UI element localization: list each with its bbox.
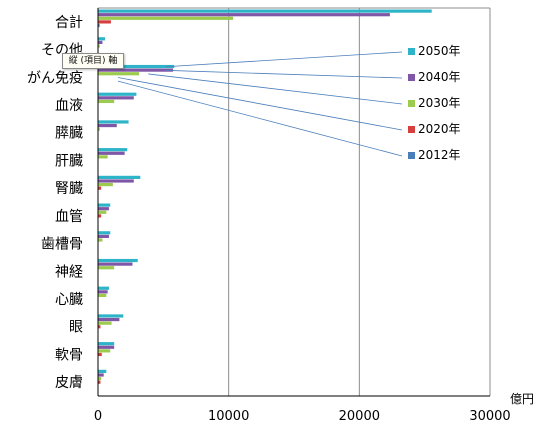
category-label: 血管 <box>55 209 83 225</box>
category-label: がん免疫 <box>27 70 83 86</box>
bar-2030年-血液 <box>98 99 115 104</box>
bar-2020年-合計 <box>98 20 111 24</box>
legend-label: 2040年 <box>418 70 461 84</box>
category-label: 腎臓 <box>55 181 83 197</box>
bar-2050年-がん免疫 <box>98 64 175 69</box>
category-label: 血液 <box>55 98 83 114</box>
bar-2012年-合計 <box>98 23 100 28</box>
bar-2050年-軟骨 <box>98 342 115 346</box>
category-label: 心臓 <box>55 292 83 308</box>
bar-2020年-軟骨 <box>98 352 102 357</box>
x-tick-label: 30000 <box>469 409 510 424</box>
legend: 2050年 2040年 2030年 2020年 2012年 <box>117 44 461 162</box>
bar-2040年-その他 <box>98 40 103 45</box>
bar-2050年-腎臓 <box>98 175 141 179</box>
category-label: 神経 <box>55 264 83 280</box>
legend-label: 2020年 <box>418 122 461 136</box>
bar-2030年-その他 <box>98 44 100 48</box>
bar-2020年-血管 <box>98 214 102 218</box>
bar-2020年-腎臓 <box>98 186 102 190</box>
axis-tooltip: 縦 (項目) 軸 <box>62 53 124 69</box>
bar-2050年-眼 <box>98 314 124 318</box>
x-tick-label: 10000 <box>208 409 249 424</box>
bar-2030年-眼 <box>98 321 112 325</box>
x-tick-label: 20000 <box>339 409 380 424</box>
legend-swatch <box>408 48 415 55</box>
bar-2050年-皮膚 <box>98 369 107 373</box>
legend-leader-line <box>165 69 403 79</box>
bar-2030年-合計 <box>98 16 234 20</box>
bar-2040年-歯槽骨 <box>98 234 109 239</box>
bar-2020年-皮膚 <box>98 380 101 384</box>
bar-2040年-眼 <box>98 317 120 322</box>
bar-2030年-軟骨 <box>98 349 111 353</box>
bar-2050年-血管 <box>98 203 111 207</box>
bar-2040年-血液 <box>98 96 134 100</box>
legend-swatch <box>408 152 415 159</box>
bar-2040年-肝臓 <box>98 151 125 155</box>
category-label: 肝臓 <box>55 153 83 169</box>
bar-2050年-歯槽骨 <box>98 231 111 235</box>
bar-2040年-膵臓 <box>98 123 117 128</box>
bars-layer <box>98 9 432 384</box>
x-tick-label: 0 <box>94 409 102 424</box>
legend-swatch <box>408 126 415 133</box>
legend-leader-line <box>148 73 403 105</box>
bar-2050年-血液 <box>98 92 137 96</box>
legend-label: 2012年 <box>418 148 461 162</box>
bar-2030年-歯槽骨 <box>98 238 103 242</box>
legend-swatch <box>408 100 415 107</box>
legend-leader-line <box>165 51 403 68</box>
bar-2020年-眼 <box>98 325 101 329</box>
bar-2040年-軟骨 <box>98 345 115 349</box>
legend-leader-line <box>117 80 403 157</box>
bar-2030年-膵臓 <box>98 127 100 131</box>
grid-layer <box>98 7 491 396</box>
bar-2040年-皮膚 <box>98 373 104 377</box>
bar-2030年-腎臓 <box>98 182 113 187</box>
bar-2030年-がん免疫 <box>98 72 140 76</box>
category-label: 合計 <box>55 15 83 31</box>
bar-2040年-合計 <box>98 13 390 17</box>
category-label: 皮膚 <box>55 375 83 391</box>
bar-2030年-神経 <box>98 266 115 270</box>
legend-label: 2050年 <box>418 44 461 58</box>
category-label: 軟骨 <box>55 347 83 363</box>
bar-2050年-その他 <box>98 37 106 41</box>
legend-label: 2030年 <box>418 96 461 110</box>
bar-2040年-がん免疫 <box>98 68 173 72</box>
bar-2050年-心臓 <box>98 286 109 290</box>
x-tick-labels: 0 10000 20000 30000 <box>94 409 511 424</box>
legend-swatch <box>408 74 415 81</box>
category-label: 眼 <box>69 320 83 336</box>
axis-layer <box>97 8 490 397</box>
bar-2030年-血管 <box>98 210 107 214</box>
bar-2040年-血管 <box>98 207 109 211</box>
bar-2050年-神経 <box>98 258 138 263</box>
bar-2040年-神経 <box>98 262 133 266</box>
bar-2030年-心臓 <box>98 293 107 298</box>
bar-2030年-皮膚 <box>98 376 102 381</box>
bar-2050年-肝臓 <box>98 148 128 152</box>
bar-2040年-心臓 <box>98 290 108 294</box>
bar-2050年-合計 <box>98 9 432 13</box>
bar-2030年-肝臓 <box>98 155 108 159</box>
bar-2040年-腎臓 <box>98 179 134 183</box>
legend-leader-line <box>117 77 403 131</box>
category-label: 歯槽骨 <box>41 237 83 253</box>
bar-2050年-膵臓 <box>98 120 129 124</box>
x-axis-unit-label: 億円 <box>510 392 534 406</box>
category-label: 膵臓 <box>55 126 83 142</box>
